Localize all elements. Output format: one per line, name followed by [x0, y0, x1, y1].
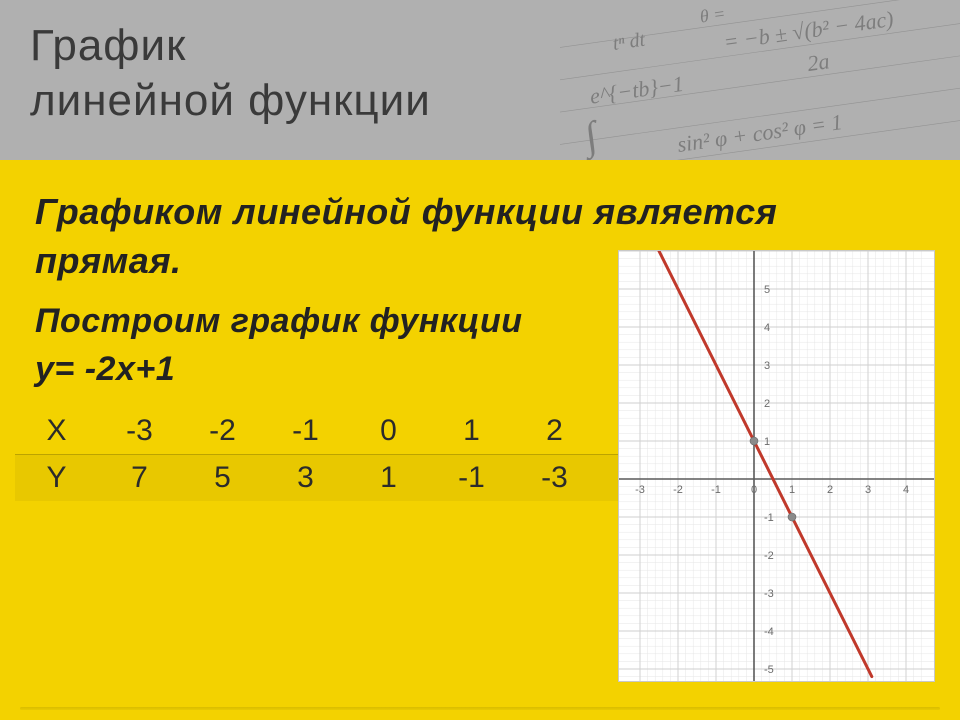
svg-text:1: 1 [789, 484, 795, 496]
svg-text:-3: -3 [635, 484, 645, 496]
y-cell: 3 [264, 455, 347, 502]
svg-text:2: 2 [827, 484, 833, 496]
build-instruction: Построим график функции y= -2x+1 [35, 298, 635, 393]
slide-title: График линейной функции [30, 18, 930, 128]
y-cell: -3 [513, 455, 596, 502]
chart-svg: -3 -2 -1 0 1 2 3 4 -5 -4 -3 -2 -1 1 2 3 4 5 [619, 251, 934, 681]
build-prefix: Построим график функции [35, 302, 523, 340]
x-cell: 2 [513, 408, 596, 455]
svg-text:5: 5 [764, 284, 770, 296]
row-x-label: X [15, 408, 98, 455]
row-y-label: Y [15, 455, 98, 502]
x-cell: -1 [264, 408, 347, 455]
value-table: X -3 -2 -1 0 1 2 3 Y 7 5 3 1 -1 -3 -5 [15, 408, 679, 501]
title-line-1: График [30, 21, 186, 70]
x-cell: 1 [430, 408, 513, 455]
svg-text:-2: -2 [764, 550, 774, 562]
table-row-x: X -3 -2 -1 0 1 2 3 [15, 408, 679, 455]
svg-text:-4: -4 [764, 626, 774, 638]
svg-text:-1: -1 [764, 512, 774, 524]
svg-text:4: 4 [764, 322, 770, 334]
slide-root: График линейной функции tⁿ dte^{−tb}−1= … [0, 0, 960, 720]
y-cell: -1 [430, 455, 513, 502]
svg-text:1: 1 [764, 436, 770, 448]
title-line-2: линейной функции [30, 76, 431, 125]
svg-text:2: 2 [764, 398, 770, 410]
x-cell: 0 [347, 408, 430, 455]
header-bar: График линейной функции [0, 0, 960, 160]
line-chart: -3 -2 -1 0 1 2 3 4 -5 -4 -3 -2 -1 1 2 3 4 5 [618, 250, 935, 682]
svg-text:-3: -3 [764, 588, 774, 600]
y-cell: 1 [347, 455, 430, 502]
svg-text:3: 3 [865, 484, 871, 496]
y-cell: 5 [181, 455, 264, 502]
svg-text:-5: -5 [764, 664, 774, 676]
x-cell: -2 [181, 408, 264, 455]
svg-text:4: 4 [903, 484, 909, 496]
y-cell: 7 [98, 455, 181, 502]
svg-text:0: 0 [751, 484, 757, 496]
svg-text:-1: -1 [711, 484, 721, 496]
build-formula: y= -2x+1 [35, 350, 175, 388]
x-cell: -3 [98, 408, 181, 455]
svg-text:-2: -2 [673, 484, 683, 496]
svg-text:3: 3 [764, 360, 770, 372]
table-row-y: Y 7 5 3 1 -1 -3 -5 [15, 455, 679, 502]
